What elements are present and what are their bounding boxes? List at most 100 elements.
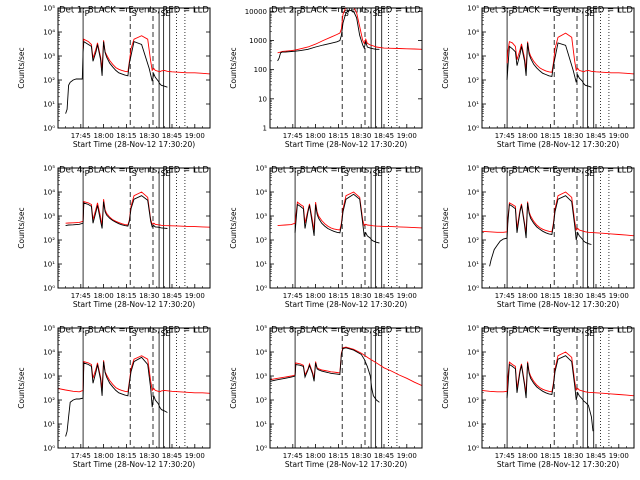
y-tick-label: 10 xyxy=(258,95,267,103)
x-tick-label: 19:00 xyxy=(609,132,629,140)
x-tick-label: 18:00 xyxy=(518,452,538,460)
y-tick-label: 10⁰ xyxy=(43,125,55,133)
time-marker-label: E xyxy=(377,329,382,338)
x-tick-label: 18:00 xyxy=(94,292,114,300)
x-tick-label: 18:15 xyxy=(116,292,136,300)
panel-title: Det 8: BLACK = Events, RED = LLD xyxy=(271,326,421,336)
lld-series-line xyxy=(270,346,422,387)
x-tick-label: 18:15 xyxy=(328,452,348,460)
y-tick-label: 10² xyxy=(467,397,479,405)
time-marker-label: S xyxy=(132,329,137,338)
time-marker-label: S xyxy=(373,169,378,178)
events-series-line xyxy=(277,9,380,62)
lld-series-line xyxy=(482,191,634,237)
x-tick-label: 19:00 xyxy=(397,292,417,300)
plot-frame xyxy=(481,7,635,129)
y-tick-label: 10¹ xyxy=(255,261,267,269)
panel-title: Det 7: BLACK = Events, RED = LLD xyxy=(59,326,209,336)
y-tick-label: 10³ xyxy=(43,53,55,61)
x-axis-label: Start Time (28-Nov-12 17:30:20) xyxy=(73,300,195,309)
x-tick-label: 18:30 xyxy=(139,452,159,460)
x-tick-label: 18:15 xyxy=(328,132,348,140)
y-tick-label: 10¹ xyxy=(43,101,55,109)
panel-title: Det 1: BLACK = Events, RED = LLD xyxy=(59,6,209,16)
time-marker-label: P xyxy=(509,169,514,178)
x-tick-label: 18:45 xyxy=(162,132,182,140)
y-axis-label: Counts/sec xyxy=(229,367,238,408)
time-marker-label: S xyxy=(161,329,166,338)
x-axis-label: Start Time (28-Nov-12 17:30:20) xyxy=(497,140,619,149)
y-axis-label: Counts/sec xyxy=(229,207,238,248)
x-tick-label: 19:00 xyxy=(397,452,417,460)
y-tick-label: 10² xyxy=(43,77,55,85)
x-tick-label: 18:30 xyxy=(139,292,159,300)
events-series-line xyxy=(65,40,168,114)
y-tick-label: 10¹ xyxy=(43,421,55,429)
y-tick-label: 10⁰ xyxy=(255,285,267,293)
x-axis-label: Start Time (28-Nov-12 17:30:20) xyxy=(285,140,407,149)
y-tick-label: 10³ xyxy=(43,373,55,381)
x-tick-label: 18:00 xyxy=(306,292,326,300)
panel-title: Det 5: BLACK = Events, RED = LLD xyxy=(271,166,421,176)
time-marker-label: S xyxy=(161,169,166,178)
plot-frame xyxy=(57,327,211,449)
x-tick-label: 18:00 xyxy=(518,132,538,140)
y-tick-label: 10¹ xyxy=(467,101,479,109)
y-tick-label: 10⁵ xyxy=(43,5,55,13)
time-marker-label: S xyxy=(373,329,378,338)
time-marker-label: S xyxy=(556,9,561,18)
panel-title: Det 3: BLACK = Events, RED = LLD xyxy=(483,6,633,16)
events-series-line xyxy=(506,355,594,432)
y-axis-label: Counts/sec xyxy=(17,47,26,88)
x-axis-label: Start Time (28-Nov-12 17:30:20) xyxy=(285,460,407,469)
y-axis-label: Counts/sec xyxy=(17,207,26,248)
x-tick-label: 17:45 xyxy=(495,452,515,460)
lld-series-line xyxy=(277,8,422,54)
y-tick-label: 1000 xyxy=(249,37,267,45)
time-marker-label: E xyxy=(589,169,594,178)
time-marker-label: S xyxy=(344,169,349,178)
events-series-line xyxy=(65,356,168,437)
x-tick-label: 17:45 xyxy=(71,452,91,460)
y-tick-label: 10⁵ xyxy=(43,165,55,173)
panel-title: Det 6: BLACK = Events, RED = LLD xyxy=(483,166,633,176)
x-tick-label: 18:30 xyxy=(351,292,371,300)
time-marker-label: E xyxy=(165,329,170,338)
x-axis-label: Start Time (28-Nov-12 17:30:20) xyxy=(73,140,195,149)
time-marker-label: E xyxy=(589,9,594,18)
y-tick-label: 10³ xyxy=(467,213,479,221)
x-tick-label: 18:00 xyxy=(306,132,326,140)
y-tick-label: 10⁵ xyxy=(43,325,55,333)
plot-frame xyxy=(269,7,423,129)
time-marker-label: P xyxy=(297,169,302,178)
x-axis-label: Start Time (28-Nov-12 17:30:20) xyxy=(497,460,619,469)
x-axis-label: Start Time (28-Nov-12 17:30:20) xyxy=(285,300,407,309)
y-tick-label: 10⁵ xyxy=(467,5,479,13)
x-tick-label: 18:45 xyxy=(586,132,606,140)
y-tick-label: 10⁵ xyxy=(467,325,479,333)
x-axis-label: Start Time (28-Nov-12 17:30:20) xyxy=(497,300,619,309)
y-tick-label: 10¹ xyxy=(43,261,55,269)
plot-frame xyxy=(269,167,423,289)
lld-series-line xyxy=(482,351,634,397)
time-marker-label: S xyxy=(556,169,561,178)
plot-frame xyxy=(269,327,423,449)
y-tick-label: 10⁰ xyxy=(255,445,267,453)
x-tick-label: 18:15 xyxy=(540,132,560,140)
x-tick-label: 18:45 xyxy=(374,292,394,300)
x-tick-label: 19:00 xyxy=(397,132,417,140)
x-tick-label: 18:00 xyxy=(94,132,114,140)
y-tick-label: 10⁵ xyxy=(255,325,267,333)
x-tick-label: 18:15 xyxy=(116,132,136,140)
y-tick-label: 10⁴ xyxy=(255,189,267,197)
panel-title: Det 4: BLACK = Events, RED = LLD xyxy=(59,166,209,176)
events-series-line xyxy=(294,193,380,244)
x-tick-label: 18:00 xyxy=(518,292,538,300)
time-marker-label: S xyxy=(556,329,561,338)
x-tick-label: 18:15 xyxy=(540,452,560,460)
